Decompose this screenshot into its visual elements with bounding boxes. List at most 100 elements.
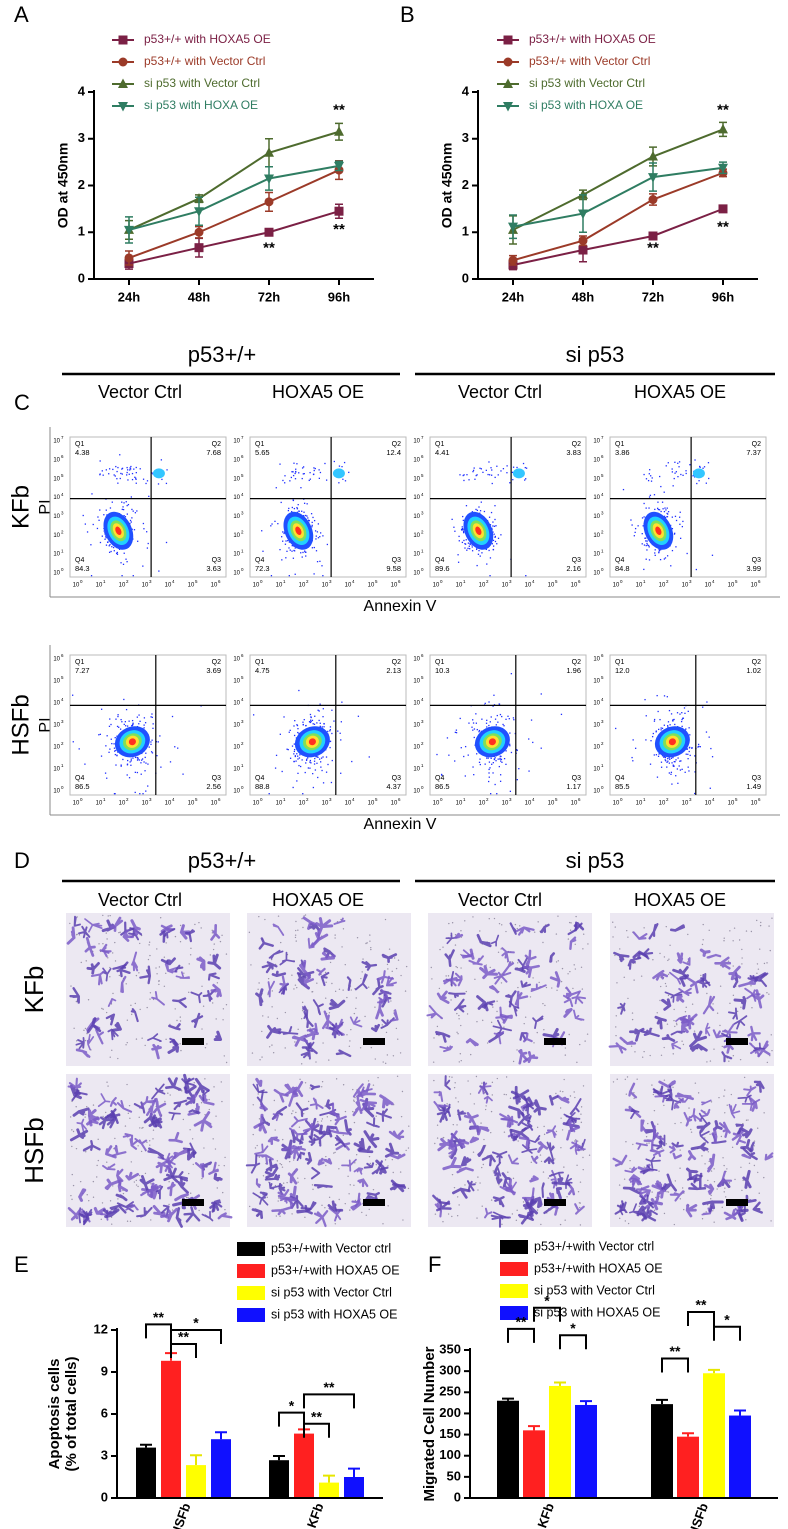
axis-exponent: 0: [440, 797, 443, 802]
event-dot: [171, 715, 174, 718]
event-dot: [124, 516, 127, 518]
event-dot: [137, 540, 139, 542]
event-dot: [516, 749, 518, 751]
stained-cell: [328, 998, 346, 1011]
membrane-pore: [579, 1224, 582, 1226]
membrane-pore: [280, 941, 282, 944]
event-dot: [687, 766, 689, 768]
membrane-pore: [152, 1138, 154, 1140]
stained-cell: [742, 1147, 758, 1161]
membrane-pore: [464, 1184, 466, 1186]
membrane-pore: [455, 965, 457, 968]
membrane-pore: [509, 1097, 512, 1099]
membrane-pore: [84, 1027, 87, 1030]
stained-cell: [86, 1033, 95, 1051]
stained-cell: [678, 987, 692, 997]
stained-cell: [385, 975, 397, 987]
event-dot: [275, 754, 278, 757]
stained-cell: [346, 976, 352, 992]
membrane-pore: [271, 990, 274, 992]
membrane-pore: [72, 1130, 75, 1133]
event-dot: [660, 729, 662, 731]
membrane-pore: [400, 974, 402, 977]
membrane-pore: [102, 942, 104, 945]
stained-cell: [291, 1034, 308, 1047]
membrane-pore: [277, 915, 280, 917]
membrane-pore: [126, 1083, 128, 1086]
event-dot: [488, 768, 490, 771]
membrane-pore: [135, 1038, 138, 1040]
stained-cell: [381, 953, 398, 964]
event-dot: [671, 762, 673, 764]
membrane-pore: [176, 1019, 178, 1022]
axis-exponent: 3: [689, 797, 692, 802]
stained-cell: [187, 1148, 197, 1161]
event-dot: [293, 725, 295, 727]
membrane-pore: [707, 1179, 709, 1182]
stained-cell: [264, 1173, 281, 1181]
membrane-pore: [125, 1044, 127, 1046]
stained-cell: [508, 1000, 520, 1017]
event-dot: [282, 479, 284, 482]
panel-label: D: [14, 848, 30, 873]
event-dot: [331, 709, 333, 711]
membrane-pore: [295, 1111, 297, 1114]
event-dot: [648, 559, 651, 561]
membrane-pore: [667, 1191, 670, 1193]
membrane-pore: [618, 1184, 621, 1186]
stained-cell: [120, 975, 127, 994]
population-hotspot: [152, 468, 165, 479]
membrane-pore: [223, 1055, 225, 1057]
event-dot: [303, 502, 306, 504]
membrane-pore: [505, 1093, 507, 1096]
event-dot: [478, 506, 480, 508]
membrane-pore: [466, 1013, 469, 1015]
event-dot: [647, 544, 650, 547]
stained-cell: [647, 1209, 658, 1218]
membrane-pore: [481, 1205, 483, 1207]
stained-cell: [101, 943, 110, 954]
membrane-pore: [353, 1184, 355, 1187]
stained-cell: [571, 991, 587, 1005]
stained-cell: [723, 1037, 734, 1054]
membrane-pore: [225, 1004, 228, 1006]
membrane-pore: [564, 1047, 567, 1049]
stained-cell: [619, 1036, 637, 1045]
series-line: [512, 171, 724, 262]
event-dot: [286, 748, 288, 750]
event-dot: [322, 708, 324, 710]
membrane-pore: [139, 1008, 141, 1011]
event-dot: [368, 756, 370, 758]
membrane-pore: [625, 1093, 628, 1095]
event-dot: [103, 514, 105, 516]
event-dot: [119, 728, 122, 730]
significance-label: *: [193, 1315, 199, 1331]
membrane-pore: [665, 1143, 668, 1145]
event-dot: [463, 539, 465, 542]
axis-exponent: 1: [463, 797, 466, 802]
event-dot: [516, 749, 518, 752]
membrane-pore: [457, 1033, 459, 1035]
membrane-pore: [97, 1138, 99, 1141]
axis-exponent: 3: [329, 797, 332, 802]
membrane-pore: [582, 1085, 585, 1087]
axis-exponent: 5: [241, 675, 244, 680]
stained-cell: [129, 1134, 138, 1150]
stained-cell: [97, 1093, 111, 1108]
event-dot: [305, 514, 307, 517]
membrane-pore: [321, 1118, 324, 1120]
membrane-pore: [185, 1196, 188, 1199]
event-dot: [286, 550, 288, 552]
event-dot: [134, 791, 136, 794]
event-dot: [497, 474, 499, 476]
event-dot: [120, 764, 122, 766]
stained-cell: [287, 1168, 299, 1185]
event-dot: [296, 780, 298, 782]
stained-cell: [661, 998, 672, 1011]
event-dot: [293, 743, 296, 745]
y-tick-label: 250: [439, 1384, 461, 1399]
stained-cell: [304, 1028, 319, 1041]
stained-cell: [213, 1030, 223, 1042]
event-dot: [134, 476, 136, 478]
significance-bracket: [533, 1306, 561, 1322]
